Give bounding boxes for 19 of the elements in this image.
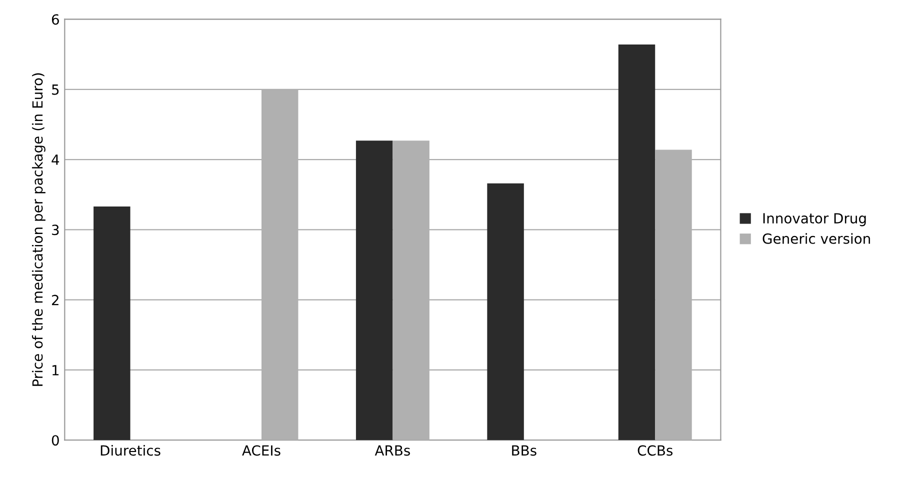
y-axis-title: Price of the medication per package (in Euro) bbox=[32, 73, 46, 386]
legend-label: Generic version bbox=[762, 233, 870, 244]
bar bbox=[94, 206, 130, 440]
bar bbox=[356, 140, 393, 440]
x-tick-label: CCBs bbox=[638, 445, 673, 456]
bar bbox=[618, 44, 656, 440]
x-tick-label: ACEIs bbox=[242, 445, 280, 456]
y-tick-label: 3 bbox=[52, 224, 59, 236]
x-tick-label: BBs bbox=[512, 445, 536, 456]
bar bbox=[487, 183, 524, 440]
y-tick-label: 1 bbox=[52, 365, 59, 376]
legend-label: Innovator Drug bbox=[763, 213, 866, 226]
y-tick-label: 0 bbox=[52, 435, 59, 446]
y-tick-label: 4 bbox=[52, 154, 60, 165]
x-tick-label: Diuretics bbox=[100, 444, 160, 456]
y-tick-label: 5 bbox=[52, 84, 59, 95]
y-tick-label: 2 bbox=[52, 294, 58, 306]
y-tick-label: 6 bbox=[52, 14, 59, 25]
x-tick-label: ARBs bbox=[374, 445, 410, 456]
